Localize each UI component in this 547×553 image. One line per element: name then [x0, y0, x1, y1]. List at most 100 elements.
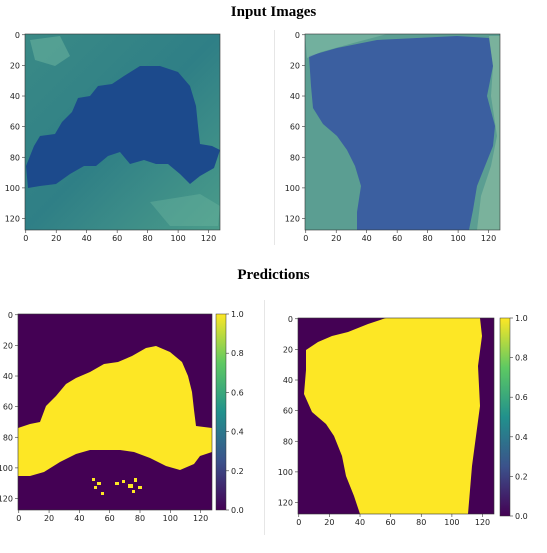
colorbar-tick-label: 0.8	[515, 354, 528, 363]
x-tick-label: 80	[423, 234, 433, 243]
x-tick-label: 60	[386, 518, 396, 527]
input-image-right: 0 20 40 60 80 100 120 0 20 40 60 80 100 120	[285, 31, 501, 243]
x-tick-label: 120	[475, 518, 490, 527]
x-tick-label: 100	[444, 518, 459, 527]
y-tick-label: 20	[283, 345, 293, 354]
x-tick-label: 60	[112, 234, 122, 243]
y-tick-label: 100	[0, 464, 13, 473]
colorbar	[215, 313, 227, 511]
shore-light	[477, 36, 500, 230]
x-tick-label: 60	[105, 514, 115, 523]
input-image-left: 0 20 40 60 80 100 120 0 20 40 60 80 100 120	[5, 31, 221, 243]
predictions-heading: Predictions	[237, 267, 310, 283]
y-tick-label: 120	[285, 215, 300, 224]
x-tick-label: 40	[355, 518, 365, 527]
x-tick-label: 0	[23, 234, 28, 243]
x-tick-label: 0	[16, 514, 21, 523]
y-axis-ticks: 0 20 40 60 80 100 120	[0, 311, 18, 504]
y-tick-label: 20	[10, 61, 20, 70]
y-tick-label: 40	[3, 372, 13, 381]
shore-light	[150, 194, 220, 226]
plot-frame	[24, 33, 221, 231]
x-tick-label: 20	[51, 234, 61, 243]
x-tick-label: 100	[450, 234, 465, 243]
x-tick-label: 100	[170, 234, 185, 243]
colorbar-tick-label: 0.0	[231, 506, 244, 515]
prediction-left: 0 20 40 60 80 100 120 0 20 40 60 80 100 120 1.0 0.8 0.…	[0, 310, 244, 523]
colorbar-tick-label: 1.0	[231, 310, 244, 319]
x-tick-label: 0	[303, 234, 308, 243]
x-tick-label: 40	[82, 234, 92, 243]
x-axis-ticks: 0 20 40 60 80 100 120	[16, 510, 208, 523]
colorbar-tick-label: 0.2	[515, 472, 528, 481]
mask-water-region	[304, 318, 482, 514]
x-tick-label: 20	[324, 518, 334, 527]
y-tick-label: 40	[283, 376, 293, 385]
x-tick-label: 120	[193, 514, 208, 523]
x-axis-ticks: 0 20 40 60 80 100 120	[303, 230, 496, 243]
x-tick-label: 80	[143, 234, 153, 243]
y-tick-label: 100	[278, 468, 293, 477]
x-tick-label: 0	[296, 518, 301, 527]
y-tick-label: 80	[3, 433, 13, 442]
y-axis-ticks: 0 20 40 60 80 100 120	[285, 31, 305, 224]
x-tick-label: 20	[44, 514, 54, 523]
y-tick-label: 80	[290, 153, 300, 162]
y-tick-label: 80	[283, 437, 293, 446]
plot-frame	[297, 317, 495, 515]
y-tick-label: 0	[295, 31, 300, 40]
colorbar-tick-label: 0.8	[231, 349, 244, 358]
x-tick-label: 80	[135, 514, 145, 523]
y-tick-label: 0	[15, 31, 20, 40]
y-tick-label: 60	[290, 123, 300, 132]
lake-area	[309, 36, 495, 230]
panel-divider	[274, 30, 275, 245]
x-tick-label: 120	[201, 234, 216, 243]
plot-frame	[304, 33, 501, 231]
y-tick-label: 120	[278, 499, 293, 508]
y-tick-label: 40	[290, 92, 300, 101]
y-tick-label: 0	[8, 311, 13, 320]
y-tick-label: 20	[290, 61, 300, 70]
shore-light	[305, 34, 387, 58]
y-tick-label: 120	[5, 215, 20, 224]
colorbar-tick-label: 0.0	[515, 512, 528, 521]
x-tick-label: 100	[163, 514, 178, 523]
y-axis-ticks: 0 20 40 60 80 100 120	[278, 315, 298, 508]
x-axis-ticks: 0 20 40 60 80 100 120	[23, 230, 216, 243]
colorbar-tick-label: 0.6	[515, 393, 528, 402]
lake-area	[26, 66, 220, 188]
mask-water-region	[18, 346, 212, 476]
x-tick-label: 120	[481, 234, 496, 243]
x-axis-ticks: 0 20 40 60 80 100 120	[296, 514, 490, 527]
colorbar-tick-label: 0.4	[231, 428, 244, 437]
prediction-right: 0 20 40 60 80 100 120 0 20 40 60 80 100 120 1.0 0.8 0.…	[278, 314, 528, 527]
x-tick-label: 20	[331, 234, 341, 243]
colorbar-tick-label: 0.4	[515, 433, 528, 442]
colorbar-tick-label: 1.0	[515, 314, 528, 323]
y-tick-label: 60	[283, 407, 293, 416]
colorbar-tick-label: 0.2	[231, 467, 244, 476]
mask-noise-speckles	[92, 478, 142, 495]
colorbar-tick-label: 0.6	[231, 388, 244, 397]
colorbar-ticks: 1.0 0.8 0.6 0.4 0.2 0.0	[226, 310, 244, 515]
y-tick-label: 40	[10, 92, 20, 101]
y-tick-label: 80	[10, 153, 20, 162]
x-tick-label: 80	[416, 518, 426, 527]
y-tick-label: 20	[3, 341, 13, 350]
shore-light	[30, 36, 70, 66]
plot-frame	[17, 313, 213, 511]
y-tick-label: 100	[285, 184, 300, 193]
colorbar-ticks: 1.0 0.8 0.6 0.4 0.2 0.0	[510, 314, 528, 521]
x-tick-label: 40	[74, 514, 84, 523]
y-tick-label: 0	[288, 315, 293, 324]
y-tick-label: 120	[0, 495, 13, 504]
y-tick-label: 60	[3, 403, 13, 412]
y-tick-label: 60	[10, 123, 20, 132]
panel-divider	[264, 300, 265, 535]
colorbar	[499, 317, 511, 517]
x-tick-label: 40	[362, 234, 372, 243]
x-tick-label: 60	[392, 234, 402, 243]
input-images-heading: Input Images	[230, 4, 317, 20]
y-tick-label: 100	[5, 184, 20, 193]
